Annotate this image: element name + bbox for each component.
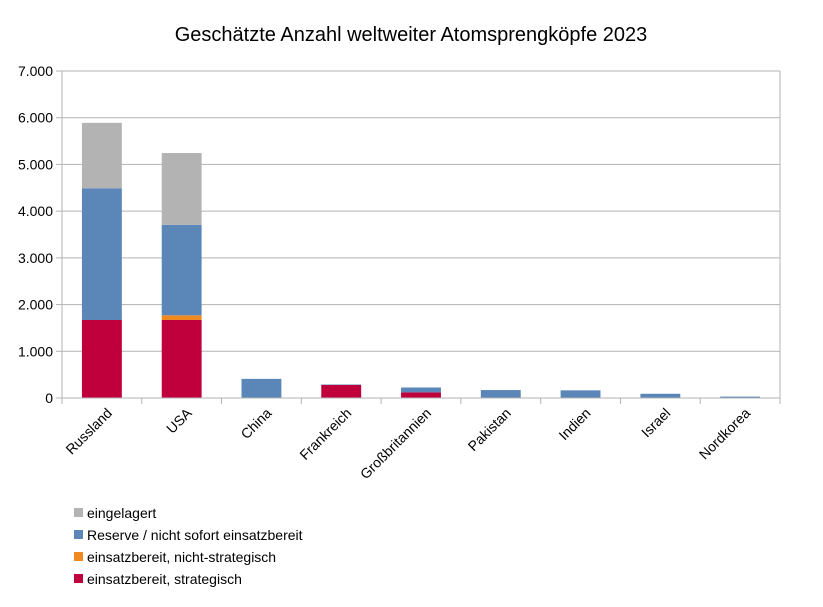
x-tick-label: China — [237, 405, 274, 442]
y-tick-label: 5.000 — [18, 156, 53, 172]
y-tick-label: 4.000 — [18, 203, 53, 219]
bar-segment — [161, 153, 202, 225]
x-tick-label: Russland — [62, 405, 115, 458]
y-tick-label: 2.000 — [18, 297, 53, 313]
x-tick-label: Israel — [638, 405, 674, 441]
legend-label: eingelagert — [87, 505, 156, 521]
legend-label: einsatzbereit, strategisch — [87, 571, 242, 587]
bar-segment — [161, 319, 202, 398]
axes — [61, 71, 781, 399]
x-tick-label: Indien — [555, 405, 593, 443]
bar-segment — [720, 396, 761, 398]
bar-segment — [161, 224, 202, 316]
x-tick-label: Nordkorea — [696, 405, 754, 463]
bar-segment — [401, 387, 441, 393]
legend-swatch — [74, 574, 83, 583]
y-axis-ticks: 0 1.000 2.000 3.000 4.000 5.000 6.000 7.000 — [18, 63, 62, 406]
legend: eingelagert Reserve / nicht sofort einsat… — [74, 505, 303, 587]
legend-swatch — [74, 552, 83, 561]
y-tick-label: 0 — [45, 390, 53, 406]
legend-swatch — [74, 508, 83, 517]
x-axis-ticks: Russland USA China Frankreich Großbritannien… — [61, 398, 781, 482]
y-tick-label: 6.000 — [18, 110, 53, 126]
bar-segment — [81, 122, 122, 189]
bar-segment — [640, 393, 681, 398]
legend-label: einsatzbereit, nicht-strategisch — [87, 549, 276, 565]
bar-segment — [401, 392, 441, 398]
legend-label: Reserve / nicht sofort einsatzbereit — [87, 527, 303, 543]
bar-segment — [81, 188, 122, 320]
bars — [81, 122, 761, 398]
bar-segment — [81, 319, 122, 398]
y-tick-label: 1.000 — [18, 343, 53, 359]
x-tick-label: USA — [163, 404, 195, 436]
legend-swatch — [74, 530, 83, 539]
y-tick-label: 3.000 — [18, 250, 53, 266]
x-tick-label: Pakistan — [465, 405, 514, 454]
bar-segment — [560, 390, 601, 398]
y-tick-label: 7.000 — [18, 63, 53, 79]
chart-title: Geschätzte Anzahl weltweiter Atomsprengk… — [175, 24, 648, 46]
bar-segment — [241, 378, 282, 398]
bar-segment — [321, 384, 362, 398]
bar-segment — [480, 390, 521, 398]
x-tick-label: Großbritannien — [357, 405, 434, 482]
x-tick-label: Frankreich — [296, 405, 354, 463]
bar-segment — [161, 315, 202, 320]
